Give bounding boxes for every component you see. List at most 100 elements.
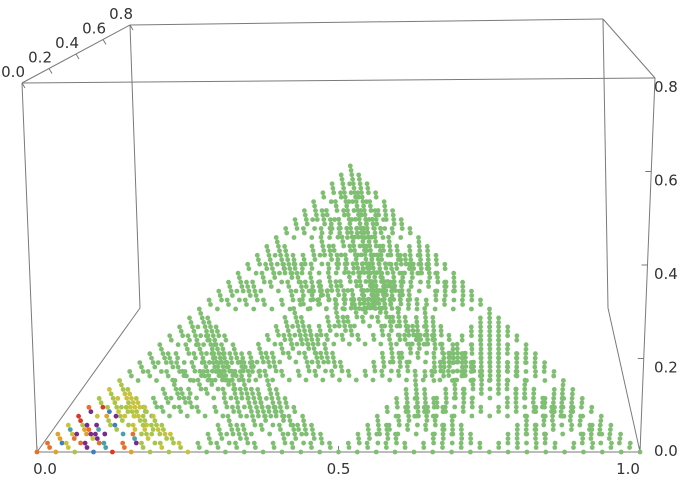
data-point <box>215 328 220 334</box>
data-point <box>325 319 331 324</box>
axis-ticks: 0.0 0.5 1.00.00.20.40.60.80.00.20.40.60.8 <box>1 5 678 478</box>
data-point <box>373 306 378 311</box>
data-point <box>273 324 279 329</box>
data-point <box>327 279 333 284</box>
data-point <box>216 427 222 432</box>
data-point <box>161 427 166 432</box>
data-point <box>341 185 346 191</box>
data-point <box>326 243 332 249</box>
data-point <box>460 404 466 410</box>
data-point <box>410 275 415 280</box>
data-point <box>299 261 304 267</box>
data-point <box>244 302 249 307</box>
data-point <box>477 373 483 379</box>
data-point <box>343 328 348 333</box>
data-point <box>234 422 240 428</box>
data-point <box>165 351 171 357</box>
data-point <box>306 324 312 329</box>
data-point <box>245 440 251 446</box>
data-point <box>197 368 203 374</box>
data-point <box>426 270 432 276</box>
data-point <box>420 377 426 383</box>
data-point <box>115 396 121 401</box>
data-point <box>137 418 143 423</box>
data-point <box>277 248 282 254</box>
data-point <box>433 297 439 303</box>
data-point <box>259 427 265 432</box>
data-point <box>219 369 225 374</box>
data-point <box>266 252 272 258</box>
data-point <box>363 373 369 378</box>
data-point <box>244 436 250 441</box>
data-point <box>171 382 177 388</box>
data-point <box>609 440 614 446</box>
data-point <box>354 230 360 236</box>
data-point <box>167 355 173 361</box>
data-point <box>152 440 158 446</box>
data-point <box>438 328 444 334</box>
data-point <box>175 342 181 348</box>
data-point <box>389 266 394 272</box>
data-point <box>246 378 252 383</box>
data-point <box>469 351 475 356</box>
data-point <box>78 418 83 424</box>
data-point <box>233 440 238 446</box>
data-point <box>459 427 464 432</box>
y-tick-mark <box>75 53 80 60</box>
data-point <box>391 274 397 280</box>
data-point <box>106 418 111 423</box>
data-point <box>245 368 251 374</box>
data-point <box>395 310 401 316</box>
data-point <box>429 373 435 378</box>
data-point <box>337 221 342 227</box>
data-point <box>129 395 134 401</box>
data-point <box>320 243 326 249</box>
data-point <box>96 427 101 432</box>
data-point <box>282 315 288 320</box>
data-point <box>312 257 318 262</box>
data-point <box>396 373 402 378</box>
data-point <box>261 409 266 414</box>
data-point <box>186 351 192 356</box>
data-point <box>332 364 338 369</box>
data-point <box>442 284 448 289</box>
data-point <box>374 413 380 419</box>
data-point <box>130 400 136 406</box>
data-point <box>317 252 323 258</box>
data-point <box>422 306 428 311</box>
data-point <box>208 342 214 347</box>
data-point <box>327 235 332 240</box>
data-point <box>514 373 520 379</box>
data-point <box>356 194 362 200</box>
data-point <box>356 216 362 222</box>
data-point <box>348 248 353 253</box>
data-point <box>350 270 356 276</box>
data-point <box>383 212 389 218</box>
data-point <box>397 355 402 360</box>
data-point <box>176 404 182 410</box>
data-point <box>224 364 230 370</box>
data-point <box>314 332 320 338</box>
data-point <box>505 324 511 330</box>
data-point <box>415 350 420 356</box>
data-point <box>133 396 139 401</box>
data-point <box>226 440 232 446</box>
data-point <box>321 194 327 200</box>
data-point <box>360 288 366 294</box>
data-point <box>251 395 257 401</box>
data-point <box>360 314 365 320</box>
data-point <box>354 314 360 320</box>
data-point <box>285 279 291 285</box>
box-edge-back-right <box>602 18 609 309</box>
data-point <box>390 208 395 214</box>
data-point <box>201 319 207 325</box>
data-point <box>354 226 359 231</box>
data-point <box>338 172 344 178</box>
data-point <box>63 440 69 446</box>
data-point <box>522 382 528 388</box>
data-point <box>302 350 307 356</box>
data-point <box>244 413 250 419</box>
data-point <box>369 261 375 267</box>
data-point <box>450 306 456 312</box>
data-point <box>346 199 352 205</box>
